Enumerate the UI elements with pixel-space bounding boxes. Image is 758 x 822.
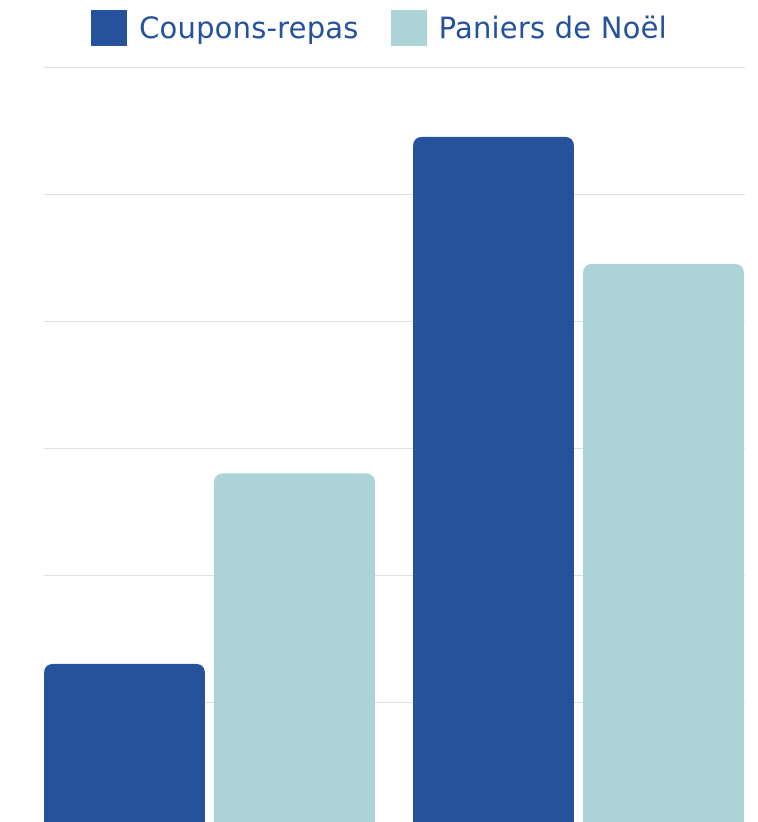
bar-coupons-repas-2 (413, 136, 574, 822)
bar-paniers-de-no-l-2 (583, 263, 744, 822)
legend-label-paniers-de-noel: Paniers de Noël (438, 11, 667, 45)
bar-coupons-repas-1 (44, 663, 205, 822)
legend-swatch-paniers-de-noel (390, 10, 427, 46)
legend: Coupons-repas Paniers de Noël (0, 10, 758, 46)
bars (44, 136, 744, 822)
legend-label-coupons-repas: Coupons-repas (139, 11, 359, 45)
legend-item-coupons-repas: Coupons-repas (91, 10, 359, 46)
legend-swatch-coupons-repas (91, 10, 128, 46)
legend-item-paniers-de-noel: Paniers de Noël (390, 10, 667, 46)
bar-paniers-de-no-l-1 (214, 473, 375, 822)
